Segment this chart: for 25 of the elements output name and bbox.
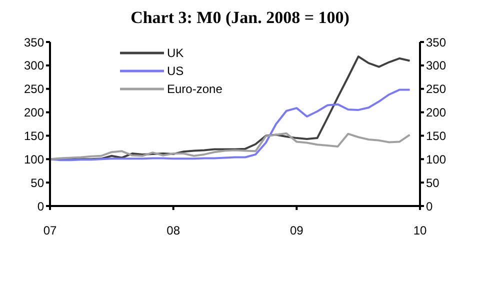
x-tick-label: 10 <box>413 224 427 238</box>
chart-title: Chart 3: M0 (Jan. 2008 = 100) <box>130 8 350 29</box>
y2-tick-label: 150 <box>426 128 446 143</box>
y-tick-label: 100 <box>24 152 44 166</box>
y-tick-label: 150 <box>24 128 44 143</box>
line-series <box>50 132 411 160</box>
y2-tick-label: 100 <box>426 152 446 166</box>
legend-label: Euro-zone <box>167 82 222 96</box>
x-tick-label: 07 <box>43 224 57 238</box>
y-tick-label: 200 <box>24 106 44 120</box>
legend-label: UK <box>167 46 184 60</box>
legend-label: US <box>167 64 184 78</box>
y-tick-label: 0 <box>37 199 44 214</box>
y-tick-label: 250 <box>24 82 44 96</box>
y2-tick-label: 250 <box>426 82 446 96</box>
y-tick-label: 350 <box>24 35 44 50</box>
y2-tick-label: 300 <box>426 58 446 73</box>
y2-tick-label: 350 <box>426 35 446 50</box>
y-tick-label: 300 <box>24 58 44 73</box>
y2-tick-label: 200 <box>426 106 446 120</box>
x-tick-label: 08 <box>166 224 180 238</box>
y-tick-label: 50 <box>30 176 44 190</box>
x-tick-label: 09 <box>290 224 304 238</box>
y2-tick-label: 0 <box>426 199 433 214</box>
y2-tick-label: 50 <box>426 176 440 190</box>
